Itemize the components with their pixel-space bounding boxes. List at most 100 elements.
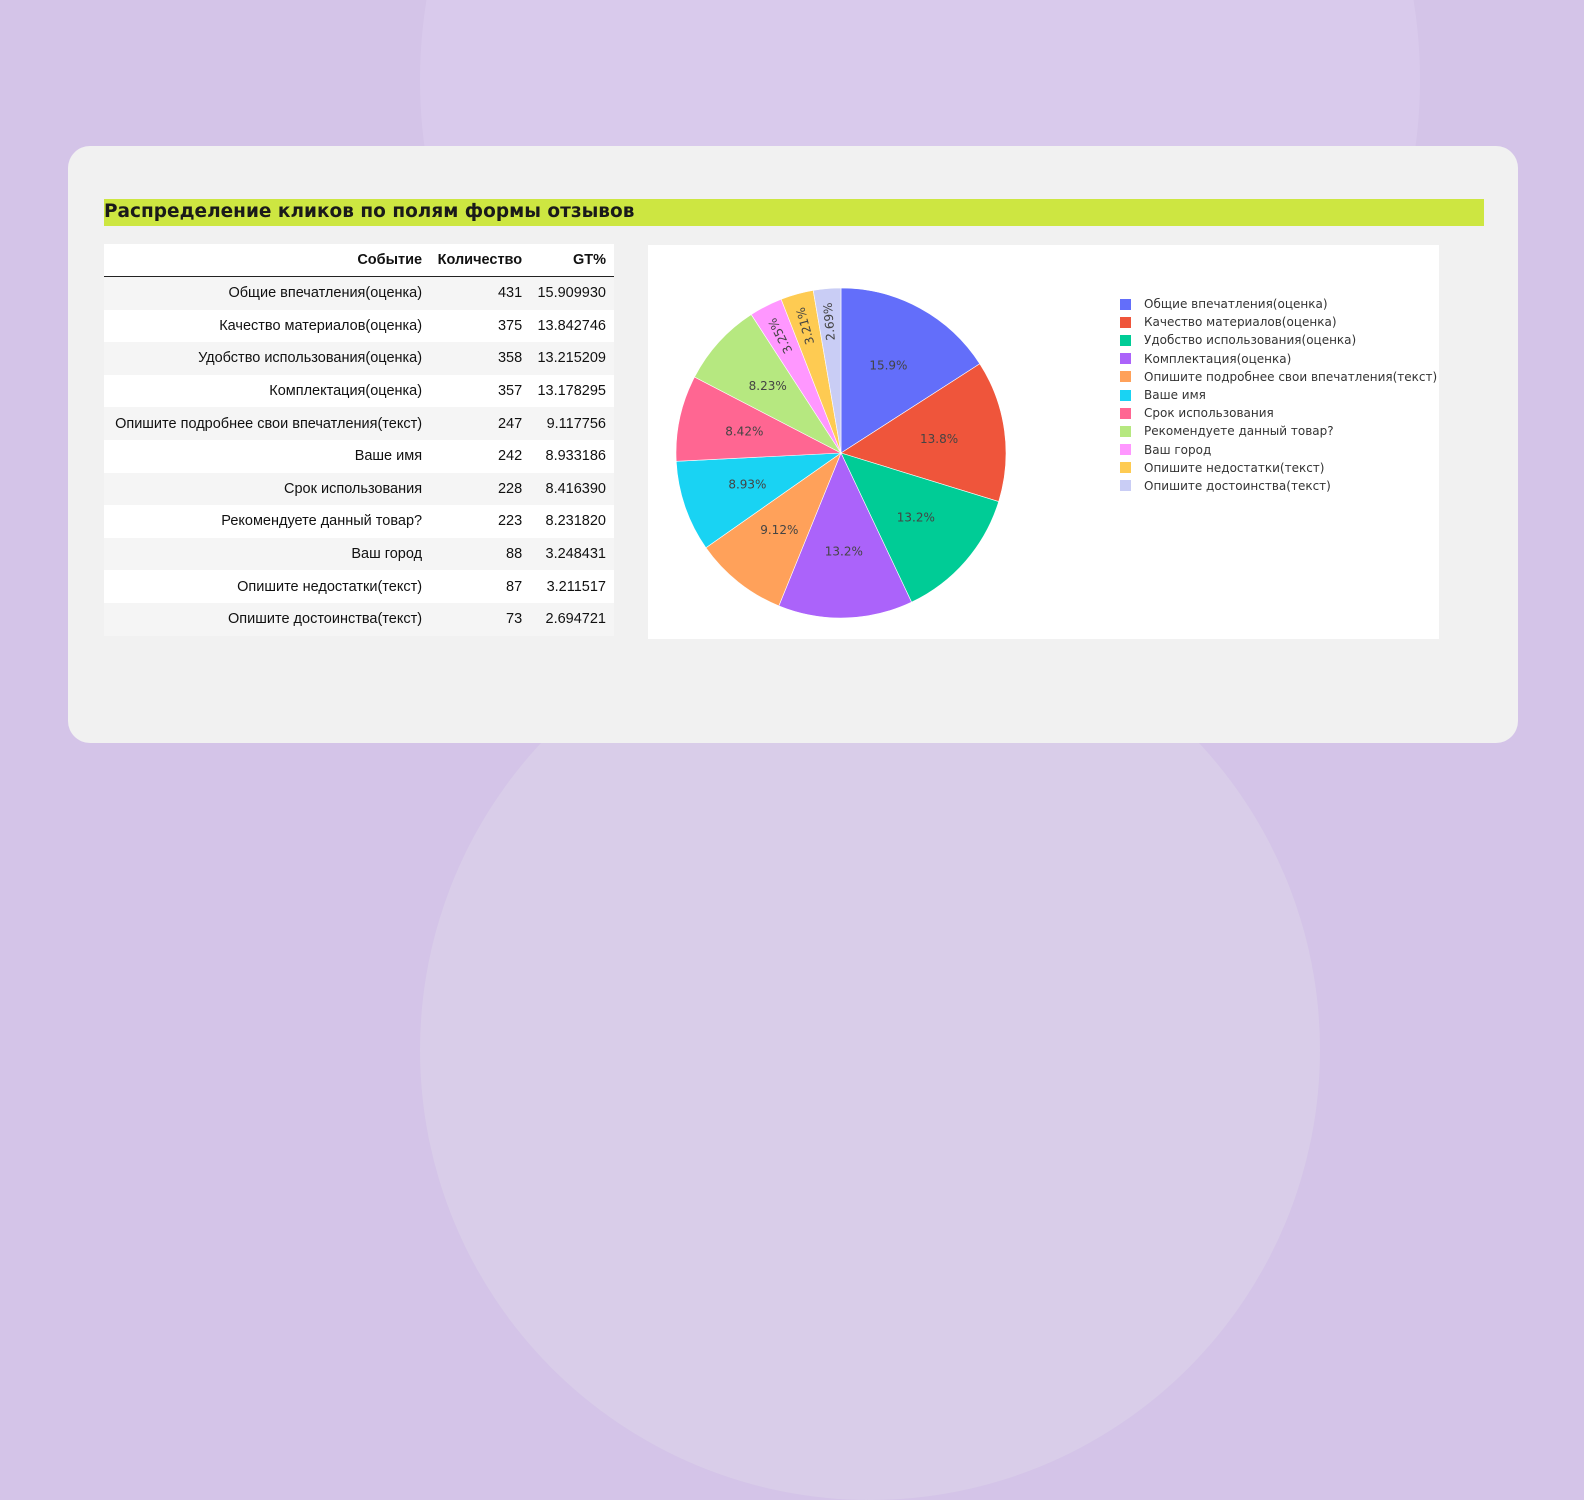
legend-label: Ваше имя <box>1144 388 1206 403</box>
legend-item[interactable]: Срок использования <box>1120 404 1437 422</box>
slice-label: 2.69% <box>821 302 838 341</box>
cell-event: Ваш город <box>104 537 431 571</box>
cell-percent: 9.117756 <box>530 407 614 440</box>
report-card: Распределение кликов по полям формы отзы… <box>68 146 1518 743</box>
table-row: Опишите подробнее свои впечатления(текст… <box>104 407 614 440</box>
clicks-table: Событие Количество GT% Общие впечатления… <box>104 244 614 636</box>
pie-slice[interactable] <box>840 287 981 454</box>
legend-label: Опишите подробнее свои впечатления(текст… <box>1144 369 1438 384</box>
cell-count: 358 <box>430 342 531 375</box>
legend-label: Общие впечатления(оценка) <box>1144 297 1328 312</box>
legend-swatch <box>1120 407 1131 419</box>
legend-label: Рекомендуете данный товар? <box>1144 424 1334 439</box>
table-row: Опишите достоинства(текст) 73 2.694721 <box>104 602 614 636</box>
table-row: Качество материалов(оценка) 375 13.84274… <box>104 309 614 343</box>
legend-label: Качество материалов(оценка) <box>1144 315 1337 330</box>
cell-percent: 13.178295 <box>530 374 614 408</box>
table-row: Рекомендуете данный товар? 223 8.231820 <box>104 505 614 538</box>
slice-label: 15.9% <box>869 359 907 373</box>
cell-percent: 15.909930 <box>530 276 614 310</box>
legend-swatch <box>1120 389 1131 401</box>
cell-event: Качество материалов(оценка) <box>104 309 431 343</box>
legend-label: Удобство использования(оценка) <box>1144 333 1357 348</box>
slice-label: 8.23% <box>749 379 787 393</box>
column-header-percent: GT% <box>530 244 614 277</box>
legend-swatch <box>1120 334 1131 346</box>
legend-swatch <box>1120 480 1131 492</box>
table-row: Удобство использования(оценка) 358 13.21… <box>104 342 614 375</box>
table-row: Ваше имя 242 8.933186 <box>104 439 614 473</box>
table-row: Опишите недостатки(текст) 87 3.211517 <box>104 570 614 603</box>
cell-count: 228 <box>430 472 531 506</box>
cell-percent: 2.694721 <box>530 602 614 636</box>
pie-slice[interactable] <box>675 452 843 549</box>
cell-event: Опишите подробнее свои впечатления(текст… <box>104 407 431 440</box>
legend-swatch <box>1120 371 1131 383</box>
legend-swatch <box>1120 444 1131 456</box>
pie-chart-panel: 15.9% 13.8% 13.2% 13.2% 9.12% 8.93% 8.42% 8.23%… <box>648 245 1439 639</box>
cell-count: 431 <box>430 276 531 310</box>
cell-count: 223 <box>430 505 531 538</box>
title-bar: Распределение кликов по полям формы отзы… <box>104 199 1484 226</box>
slice-label: 13.2% <box>825 545 863 559</box>
cell-percent: 13.215209 <box>530 342 614 375</box>
legend-item[interactable]: Ваше имя <box>1120 386 1437 404</box>
cell-percent: 3.248431 <box>530 537 614 571</box>
pie-slice[interactable] <box>840 452 1000 603</box>
cell-event: Опишите достоинства(текст) <box>104 602 431 636</box>
legend-item[interactable]: Ваш город <box>1120 441 1437 459</box>
legend-item[interactable]: Комплектация(оценка) <box>1120 350 1437 368</box>
cell-percent: 3.211517 <box>530 570 614 603</box>
cell-event: Удобство использования(оценка) <box>104 342 431 375</box>
cell-event: Ваше имя <box>104 439 431 473</box>
legend-item[interactable]: Рекомендуете данный товар? <box>1120 422 1437 440</box>
table-row: Срок использования 228 8.416390 <box>104 472 614 506</box>
cell-count: 375 <box>430 309 531 343</box>
cell-percent: 8.416390 <box>530 472 614 506</box>
legend-swatch <box>1120 425 1131 437</box>
legend-item[interactable]: Удобство использования(оценка) <box>1120 331 1437 349</box>
cell-count: 73 <box>430 602 531 636</box>
legend-swatch <box>1120 298 1131 310</box>
cell-count: 87 <box>430 570 531 603</box>
legend-label: Комплектация(оценка) <box>1144 351 1292 366</box>
cell-count: 242 <box>430 439 531 473</box>
table-row: Общие впечатления(оценка) 431 15.909930 <box>104 276 614 310</box>
cell-event: Срок использования <box>104 472 431 506</box>
pie-slice[interactable] <box>778 452 912 619</box>
table-row: Ваш город 88 3.248431 <box>104 537 614 571</box>
column-header-event: Событие <box>104 244 431 277</box>
cell-percent: 8.933186 <box>530 439 614 473</box>
legend-item[interactable]: Качество материалов(оценка) <box>1120 313 1437 331</box>
legend-swatch <box>1120 462 1131 474</box>
report-title: Распределение кликов по полям формы отзы… <box>104 201 635 222</box>
legend-swatch <box>1120 316 1131 328</box>
legend-label: Опишите достоинства(текст) <box>1144 478 1331 493</box>
slice-label: 13.8% <box>920 432 958 446</box>
pie-slice[interactable] <box>812 287 842 454</box>
cell-count: 357 <box>430 374 531 408</box>
legend-item[interactable]: Опишите достоинства(текст) <box>1120 477 1437 495</box>
pie-slice[interactable] <box>705 452 842 607</box>
pie-slice[interactable] <box>675 376 843 462</box>
column-header-count: Количество <box>430 244 531 277</box>
pie-chart: 15.9% 13.8% 13.2% 13.2% 9.12% 8.93% 8.42% 8.23%… <box>675 287 1007 619</box>
legend-label: Ваш город <box>1144 442 1212 457</box>
table-row: Комплектация(оценка) 357 13.178295 <box>104 374 614 408</box>
legend-item[interactable]: Опишите недостатки(текст) <box>1120 459 1437 477</box>
cell-percent: 8.231820 <box>530 505 614 538</box>
cell-percent: 13.842746 <box>530 309 614 343</box>
slice-label: 8.93% <box>728 478 766 492</box>
slice-label: 9.12% <box>760 523 798 537</box>
pie-slice[interactable] <box>840 363 1007 502</box>
legend-label: Опишите недостатки(текст) <box>1144 460 1325 475</box>
legend-item[interactable]: Общие впечатления(оценка) <box>1120 295 1437 313</box>
slice-label: 8.42% <box>725 425 763 439</box>
cell-event: Комплектация(оценка) <box>104 374 431 408</box>
slice-label: 13.2% <box>897 510 935 524</box>
cell-event: Общие впечатления(оценка) <box>104 276 431 310</box>
cell-count: 247 <box>430 407 531 440</box>
table-header-row: Событие Количество GT% <box>104 244 614 277</box>
legend-item[interactable]: Опишите подробнее свои впечатления(текст… <box>1120 368 1437 386</box>
legend-swatch <box>1120 353 1131 365</box>
